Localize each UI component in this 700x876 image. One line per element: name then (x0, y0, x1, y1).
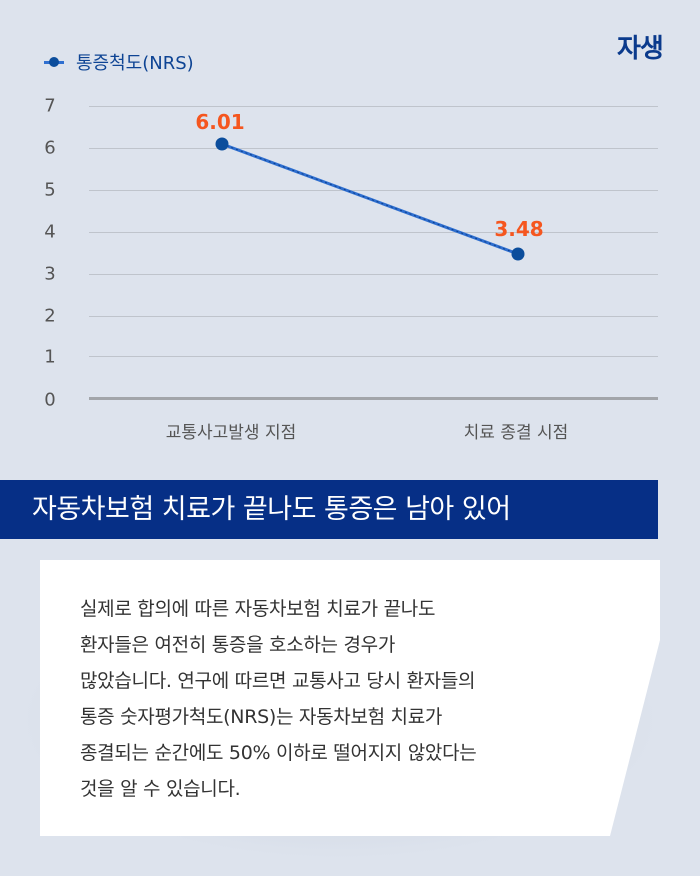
y-tick-2: 2 (44, 305, 56, 327)
gridline (89, 356, 658, 357)
gridline (89, 190, 658, 191)
description-text: 실제로 합의에 따른 자동차보험 치료가 끝나도 환자들은 여전히 통증을 호소… (80, 591, 640, 807)
data-label: 3.48 (494, 217, 544, 241)
text-line: 종결되는 순간에도 50% 이하로 떨어지지 않았다는 (80, 742, 477, 764)
y-tick-4: 4 (44, 221, 56, 243)
y-tick-0: 0 (44, 389, 56, 411)
data-point (511, 247, 525, 261)
gridline (89, 106, 658, 107)
series-line (215, 137, 525, 261)
text-line: 실제로 합의에 따른 자동차보험 치료가 끝나도 (80, 598, 436, 620)
gridline (89, 148, 658, 149)
data-label: 6.01 (195, 110, 245, 134)
brand-logo: 자생 (617, 34, 664, 64)
text-line: 환자들은 여전히 통증을 호소하는 경우가 (80, 634, 396, 656)
text-line: 통증 숫자평가척도(NRS)는 자동차보험 치료가 (80, 706, 443, 728)
description-card (40, 560, 660, 836)
y-tick-7: 7 (44, 95, 56, 117)
y-tick-6: 6 (44, 137, 56, 159)
x-axis (89, 397, 658, 400)
x-category-label: 교통사고발생 지점 (165, 423, 297, 443)
y-tick-1: 1 (44, 346, 56, 368)
chart-legend: 통증척도(NRS) (44, 49, 194, 75)
line-dot-marker-icon (44, 56, 64, 68)
text-line: 많았습니다. 연구에 따르면 교통사고 당시 환자들의 (80, 670, 476, 692)
gridline (89, 316, 658, 317)
legend-label: 통증척도(NRS) (76, 53, 194, 74)
data-point (215, 137, 229, 151)
gridline (89, 274, 658, 275)
line-chart: 7 6 5 4 3 2 1 0 6.01 3.48 교통사고발생 지점 치료 종… (44, 95, 658, 443)
y-tick-5: 5 (44, 179, 56, 201)
x-category-label: 치료 종결 시점 (463, 423, 569, 443)
gridline (89, 232, 658, 233)
y-tick-3: 3 (44, 263, 56, 285)
headline-banner: 자동차보험 치료가 끝나도 통증은 남아 있어 (0, 480, 658, 539)
text-line: 것을 알 수 있습니다. (80, 778, 241, 800)
